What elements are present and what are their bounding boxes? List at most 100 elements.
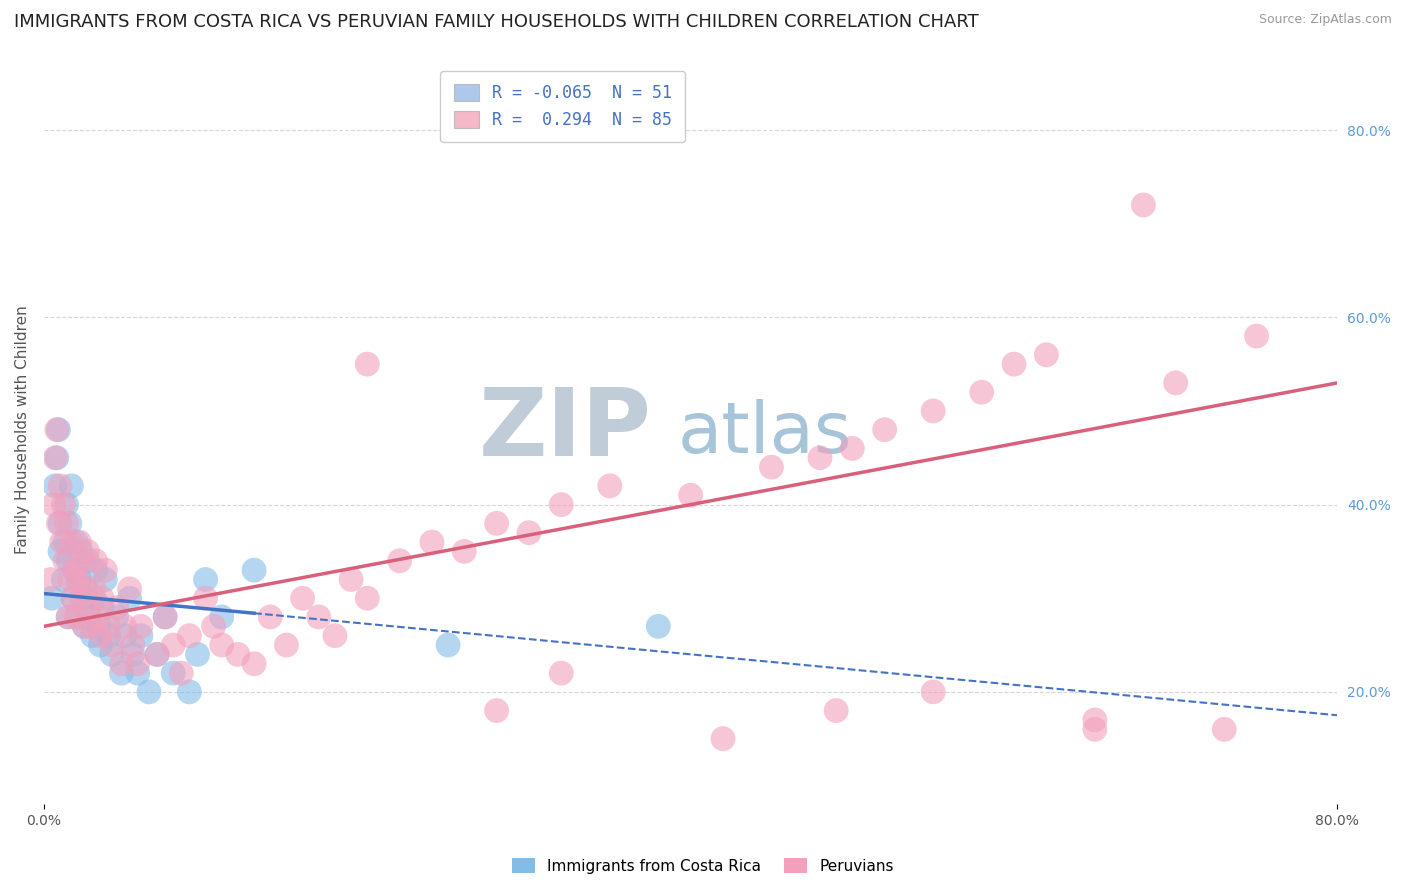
Point [647,619,669,633]
Point [60,479,83,493]
Point [83,591,105,606]
Point [56,554,79,568]
Point [153,610,176,624]
Point [485,704,508,718]
Point [226,648,249,662]
Point [1132,198,1154,212]
Point [45,423,67,437]
Legend: R = -0.065  N = 51, R =  0.294  N = 85: R = -0.065 N = 51, R = 0.294 N = 85 [440,71,685,143]
Point [55,498,77,512]
Point [56,610,79,624]
Point [44,479,66,493]
Point [83,582,105,596]
Point [179,685,201,699]
Point [44,450,66,465]
Point [59,573,82,587]
Point [146,648,169,662]
Point [110,657,132,671]
Point [146,648,169,662]
Point [48,423,70,437]
Point [59,516,82,531]
Text: atlas: atlas [678,399,852,468]
Point [356,591,378,606]
Point [340,573,363,587]
Point [259,610,281,624]
Point [127,657,149,671]
Point [60,535,83,549]
Point [922,685,945,699]
Point [711,731,734,746]
Point [599,479,621,493]
Point [49,479,72,493]
Point [76,554,98,568]
Point [75,582,97,596]
Point [94,573,117,587]
Point [70,544,93,558]
Point [202,619,225,633]
Point [291,591,314,606]
Point [127,666,149,681]
Point [89,638,111,652]
Point [138,685,160,699]
Point [437,638,460,652]
Point [761,460,783,475]
Point [69,573,91,587]
Point [97,619,120,633]
Text: ZIP: ZIP [479,384,652,475]
Point [179,629,201,643]
Point [243,563,266,577]
Point [55,516,77,531]
Point [91,591,114,606]
Point [69,535,91,549]
Point [114,629,136,643]
Point [1164,376,1187,390]
Point [41,591,63,606]
Point [211,610,233,624]
Point [65,610,87,624]
Point [550,498,572,512]
Point [75,582,97,596]
Point [485,516,508,531]
Point [62,591,84,606]
Point [63,563,86,577]
Point [1035,348,1057,362]
Point [72,591,94,606]
Point [89,629,111,643]
Point [162,666,184,681]
Point [276,638,298,652]
Text: Source: ZipAtlas.com: Source: ZipAtlas.com [1258,13,1392,27]
Point [162,638,184,652]
Point [110,666,132,681]
Point [84,554,107,568]
Point [153,610,176,624]
Point [808,450,831,465]
Point [356,357,378,371]
Point [62,591,84,606]
Point [45,450,67,465]
Point [70,591,93,606]
Point [1084,713,1107,727]
Point [87,619,110,633]
Point [970,385,993,400]
Point [922,404,945,418]
Point [517,525,540,540]
Point [105,600,128,615]
Point [121,638,143,652]
Point [1246,329,1268,343]
Text: IMMIGRANTS FROM COSTA RICA VS PERUVIAN FAMILY HOUSEHOLDS WITH CHILDREN CORRELATI: IMMIGRANTS FROM COSTA RICA VS PERUVIAN F… [14,13,979,31]
Point [323,629,346,643]
Point [194,573,217,587]
Point [72,554,94,568]
Point [308,610,330,624]
Point [420,535,443,549]
Point [91,600,114,615]
Point [1084,723,1107,737]
Point [388,554,411,568]
Point [73,619,96,633]
Point [73,619,96,633]
Point [77,610,100,624]
Point [65,535,87,549]
Point [118,582,141,596]
Point [97,629,120,643]
Point [48,516,70,531]
